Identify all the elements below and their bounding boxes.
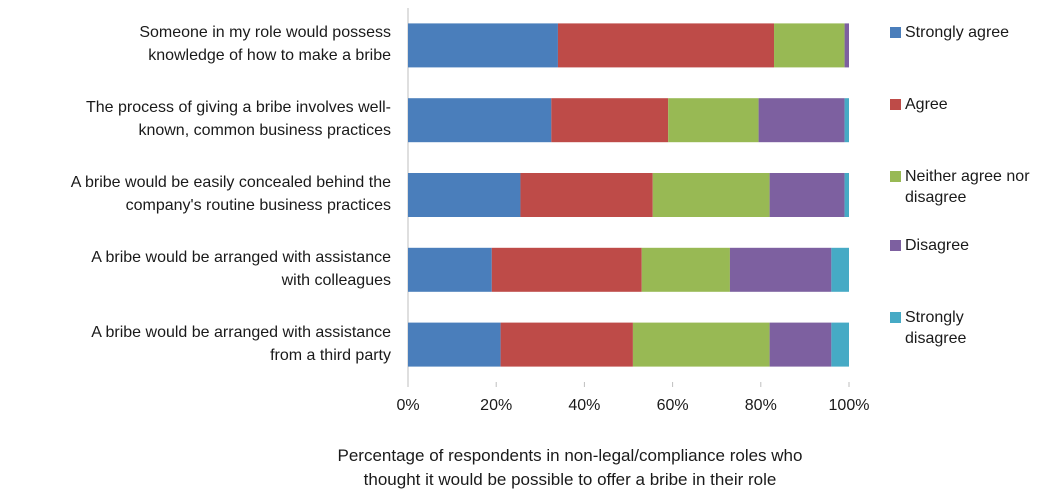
bar-segment-row2-series3	[668, 98, 759, 143]
x-tick-label: 40%	[568, 397, 601, 414]
bar-segment-row1-series3	[774, 23, 845, 68]
bar-segment-row5-series3	[632, 322, 770, 367]
bar-segment-row3-series5	[844, 173, 849, 217]
bar-segment-row2-series4	[758, 98, 845, 143]
bar-segment-row2-series2	[551, 98, 669, 143]
bar-segment-row4-series4	[729, 247, 832, 292]
legend-item: Strongly disagree	[890, 307, 966, 349]
legend-swatch	[890, 240, 901, 251]
category-label: A bribe would be easily concealed behind…	[70, 174, 391, 214]
category-label: A bribe would be arranged with assistanc…	[91, 248, 391, 289]
legend-swatch	[890, 27, 901, 38]
legend-item: Strongly agree	[890, 22, 1009, 43]
bar-segment-row5-series2	[500, 322, 633, 367]
legend-swatch	[890, 312, 901, 323]
x-tick-marks	[407, 382, 850, 387]
category-label: A bribe would be arranged with assistanc…	[91, 323, 391, 364]
bar-segment-row2-series1	[408, 98, 552, 143]
bar-segment-row5-series5	[831, 322, 849, 367]
category-label: The process of giving a bribe involves w…	[85, 99, 391, 140]
bar-segment-row3-series4	[769, 173, 845, 217]
bar-segment-row4-series1	[408, 247, 492, 292]
legend-item: Neither agree nor disagree	[890, 166, 1030, 208]
bar-segment-row2-series5	[844, 98, 849, 143]
bar-segment-row1-series4	[844, 23, 849, 68]
legend-label: Neither agree nor disagree	[905, 168, 1030, 206]
x-tick-label: 80%	[744, 397, 777, 414]
x-tick-label: 0%	[396, 397, 420, 414]
category-label: Someone in my role would possess knowled…	[139, 24, 391, 65]
bar-group	[408, 23, 849, 367]
legend-swatch	[890, 171, 901, 182]
legend-label: Strongly agree	[905, 24, 1010, 41]
legend-item: Disagree	[890, 235, 969, 256]
bar-segment-row1-series1	[408, 23, 558, 68]
legend-label: Disagree	[905, 237, 970, 254]
bar-segment-row4-series3	[641, 247, 730, 292]
bar-segment-row4-series5	[831, 247, 849, 292]
bar-segment-row5-series4	[769, 322, 832, 367]
bar-segment-row5-series1	[408, 322, 501, 367]
legend-swatch	[890, 99, 901, 110]
legend-label: Strongly disagree	[905, 309, 967, 347]
x-tick-label: 100%	[828, 397, 870, 414]
bar-segment-row3-series3	[652, 173, 770, 217]
legend-label: Agree	[905, 96, 948, 113]
x-tick-label: 60%	[656, 397, 689, 414]
bar-segment-row4-series2	[491, 247, 642, 292]
legend-item: Agree	[890, 94, 948, 115]
x-tick-label: 20%	[480, 397, 513, 414]
bar-segment-row3-series1	[408, 173, 521, 217]
bar-segment-row1-series2	[557, 23, 775, 68]
x-axis-label: Percentage of respondents in non-legal/c…	[337, 446, 803, 489]
bar-segment-row3-series2	[520, 173, 653, 217]
